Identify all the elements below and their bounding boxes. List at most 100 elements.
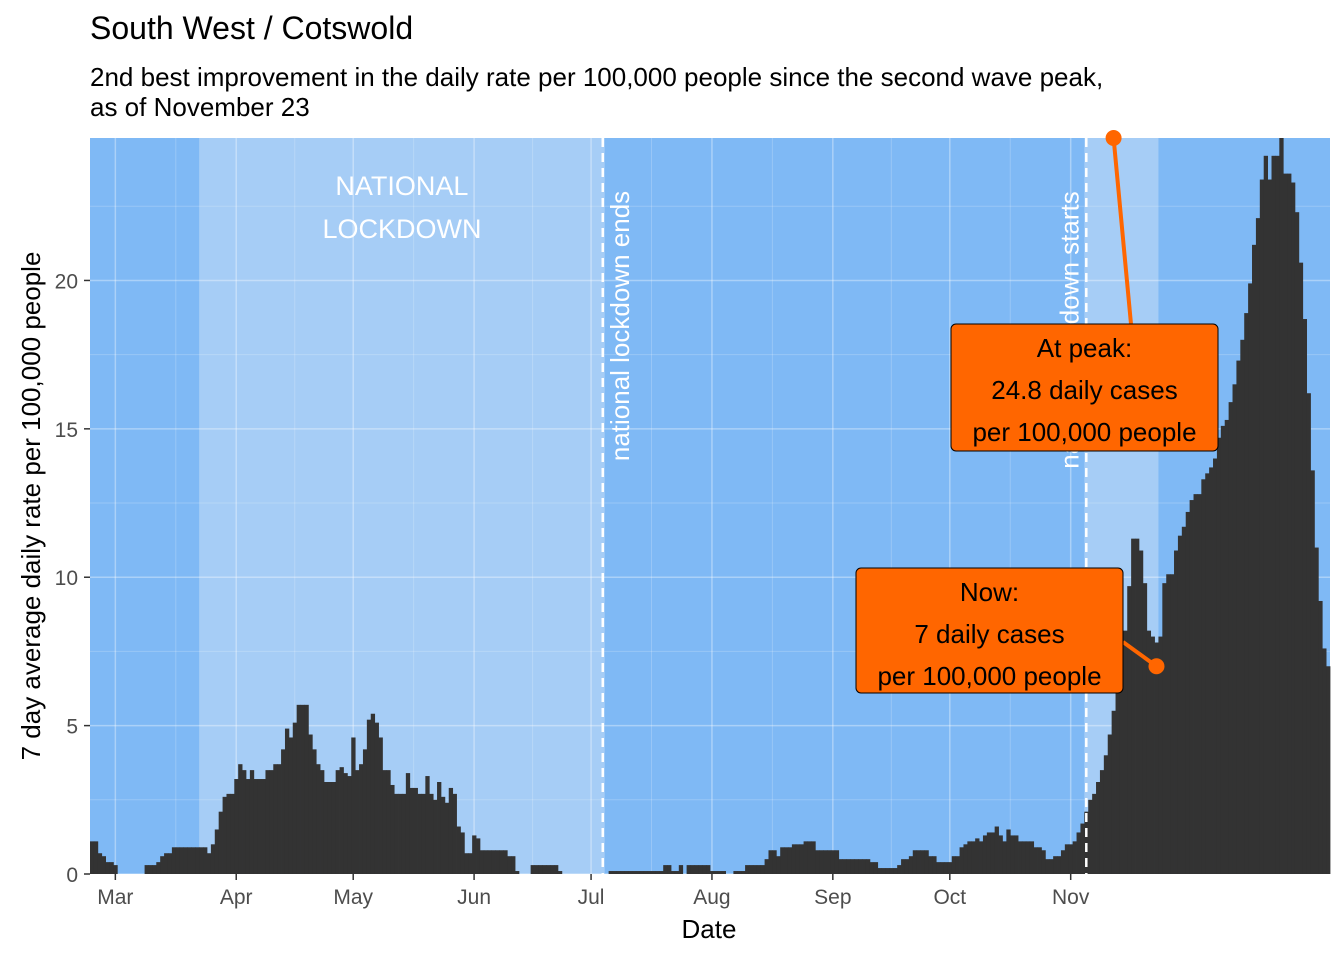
bar: [1322, 648, 1327, 874]
bar: [292, 722, 298, 874]
bar: [1224, 419, 1230, 874]
bar: [160, 856, 165, 874]
bar: [990, 832, 996, 874]
bar: [1326, 666, 1331, 874]
bar: [706, 865, 711, 874]
bar: [417, 793, 422, 874]
bar: [355, 770, 360, 874]
bar: [717, 871, 723, 874]
x-tick-label: Nov: [1052, 886, 1090, 909]
bar: [1263, 155, 1269, 874]
bar: [347, 776, 352, 874]
bar: [1181, 526, 1187, 874]
bar: [885, 868, 890, 874]
bar: [1115, 681, 1120, 874]
bar: [784, 847, 789, 874]
bar: [1177, 535, 1183, 874]
bar: [557, 871, 563, 874]
bar: [284, 728, 290, 874]
bar: [674, 871, 680, 874]
bar: [830, 850, 836, 874]
bar: [308, 734, 313, 874]
bar: [183, 847, 188, 874]
bar: [366, 719, 372, 874]
bar: [1255, 218, 1261, 874]
bar: [823, 850, 828, 874]
bar: [928, 856, 933, 874]
bar: [1119, 651, 1124, 874]
bar: [316, 764, 321, 874]
bar: [398, 793, 403, 874]
bar: [195, 847, 200, 874]
bar: [1060, 850, 1066, 874]
bar: [1057, 856, 1062, 874]
bar: [191, 847, 196, 874]
bar: [1236, 360, 1241, 874]
bar: [647, 871, 652, 874]
bar: [542, 865, 547, 874]
bar: [437, 782, 442, 874]
bar: [834, 850, 840, 874]
bar: [698, 865, 703, 874]
bar: [1154, 642, 1159, 874]
bar: [156, 862, 161, 874]
y-axis-title: 7 day average daily rate per 100,000 peo…: [16, 252, 46, 761]
bar: [842, 859, 847, 874]
bar: [850, 859, 855, 874]
bar: [756, 865, 762, 874]
bar: [1068, 844, 1074, 874]
bar: [815, 850, 820, 874]
bar: [269, 770, 274, 874]
chart-subtitle-line1: 2nd best improvement in the daily rate p…: [90, 62, 1104, 92]
bar: [967, 841, 972, 874]
bar: [362, 749, 368, 874]
x-tick-label: Mar: [97, 886, 133, 909]
bar: [390, 784, 395, 874]
y-tick-label: 5: [66, 716, 78, 739]
bar: [304, 704, 309, 874]
bar: [639, 871, 645, 874]
bar: [245, 779, 251, 874]
y-tick-label: 0: [66, 864, 78, 887]
bar: [550, 865, 555, 874]
bar: [1271, 155, 1276, 874]
vline-label-1: national lockdown ends: [605, 191, 635, 461]
bar: [635, 871, 641, 874]
bar: [339, 767, 344, 874]
bar: [238, 764, 243, 874]
bar: [1220, 425, 1226, 874]
bar: [1150, 636, 1155, 874]
bar: [1170, 574, 1175, 874]
bar: [768, 850, 773, 874]
bar: [620, 871, 625, 874]
bar: [776, 856, 781, 874]
bar: [667, 865, 672, 874]
chart-subtitle: 2nd best improvement in the daily rate p…: [90, 62, 1103, 122]
bar: [690, 865, 695, 874]
bar: [249, 770, 255, 874]
bar: [405, 773, 411, 874]
bar: [1189, 500, 1194, 874]
bar: [429, 793, 434, 874]
bar: [865, 859, 871, 874]
bar: [1018, 841, 1023, 874]
bar: [335, 770, 340, 874]
y-tick-label: 20: [55, 270, 78, 293]
bar: [940, 862, 945, 874]
bar: [904, 859, 910, 874]
bar: [109, 862, 114, 874]
y-tick-label: 10: [55, 567, 78, 590]
bar: [210, 844, 216, 874]
bar: [1138, 550, 1144, 874]
bar: [534, 865, 539, 874]
bar: [300, 704, 305, 874]
bar: [632, 871, 637, 874]
bar: [651, 871, 656, 874]
bars: [90, 138, 1331, 875]
bar: [1099, 770, 1105, 874]
bar: [916, 850, 921, 874]
bar: [920, 850, 925, 874]
bar: [624, 871, 629, 874]
bar: [515, 871, 520, 874]
